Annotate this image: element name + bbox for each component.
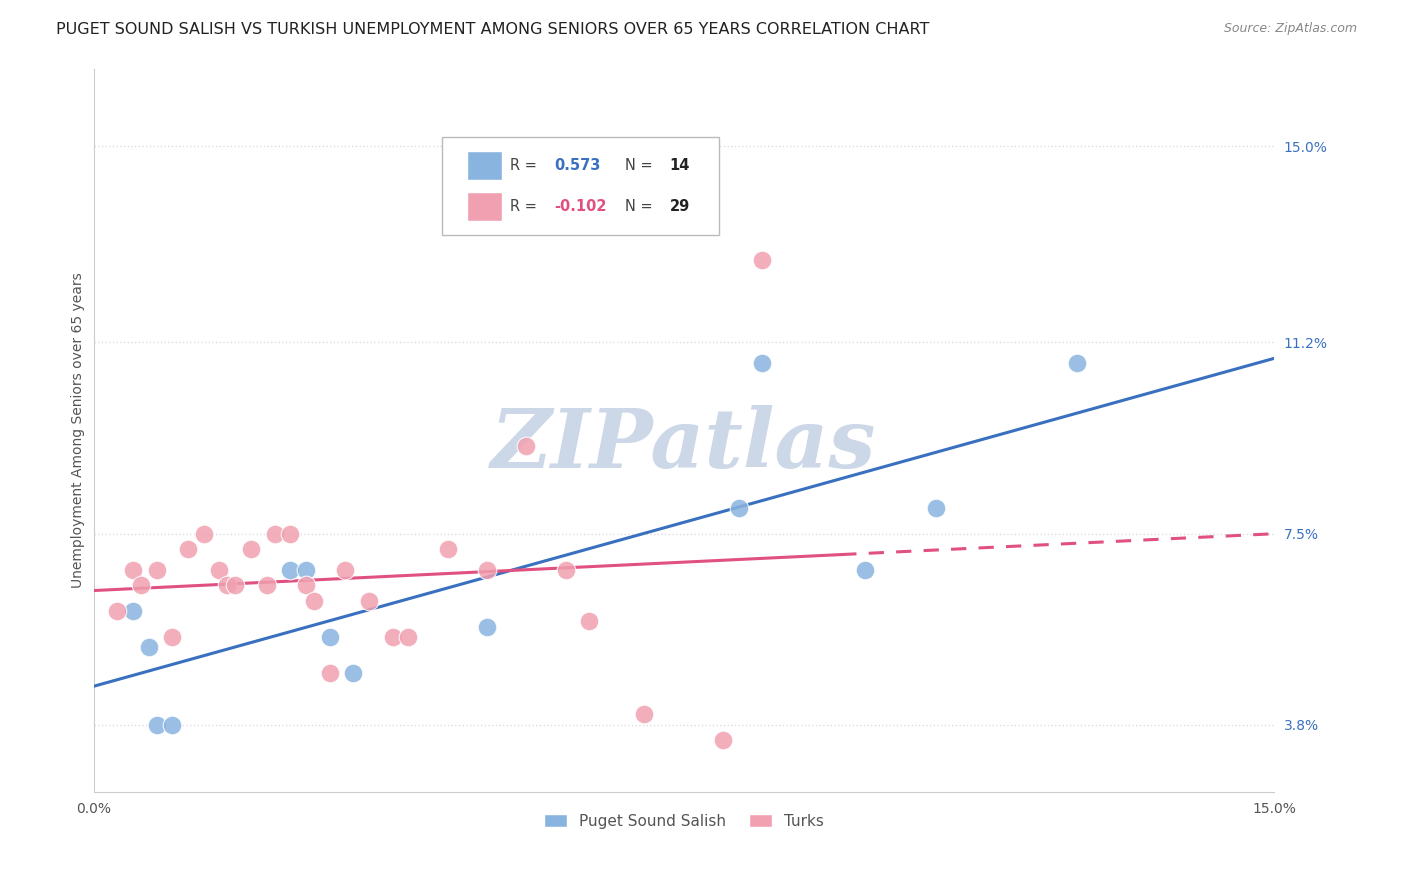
Point (711, 733, 734, 747)
Point (208, 563, 231, 577)
Point (193, 526, 215, 541)
Point (122, 563, 145, 577)
FancyBboxPatch shape (441, 137, 720, 235)
Point (335, 563, 357, 577)
Point (633, 707, 655, 722)
Point (475, 619, 498, 633)
Point (239, 542, 262, 557)
Point (396, 630, 419, 644)
Text: R =: R = (510, 158, 541, 173)
Point (342, 666, 364, 681)
Point (256, 578, 278, 592)
Point (162, 630, 184, 644)
Point (728, 500, 751, 515)
Point (278, 526, 301, 541)
Point (295, 563, 318, 577)
Point (318, 666, 340, 681)
FancyBboxPatch shape (467, 193, 502, 221)
Point (162, 718, 184, 732)
Point (436, 542, 458, 557)
Point (853, 563, 876, 577)
Point (554, 563, 576, 577)
Point (122, 604, 145, 618)
Point (217, 578, 239, 592)
Point (302, 594, 325, 608)
Text: N =: N = (624, 200, 657, 214)
Text: Source: ZipAtlas.com: Source: ZipAtlas.com (1223, 22, 1357, 36)
FancyBboxPatch shape (467, 151, 502, 180)
Point (177, 542, 200, 557)
Point (475, 563, 498, 577)
Point (381, 630, 404, 644)
Point (578, 615, 600, 629)
Legend: Puget Sound Salish, Turks: Puget Sound Salish, Turks (537, 807, 830, 835)
Text: N =: N = (624, 158, 657, 173)
Point (278, 563, 301, 577)
Text: R =: R = (510, 200, 541, 214)
Text: PUGET SOUND SALISH VS TURKISH UNEMPLOYMENT AMONG SENIORS OVER 65 YEARS CORRELATI: PUGET SOUND SALISH VS TURKISH UNEMPLOYME… (56, 22, 929, 37)
Text: 29: 29 (669, 200, 690, 214)
Point (357, 594, 380, 608)
Point (924, 500, 946, 515)
Point (105, 604, 128, 618)
Point (263, 526, 285, 541)
Point (751, 356, 773, 370)
Point (1066, 356, 1088, 370)
Point (224, 578, 246, 592)
Y-axis label: Unemployment Among Seniors over 65 years: Unemployment Among Seniors over 65 years (72, 272, 86, 588)
Point (515, 439, 537, 453)
Point (318, 630, 340, 644)
Text: ZIPatlas: ZIPatlas (491, 405, 876, 484)
Point (751, 252, 773, 267)
Text: 14: 14 (669, 158, 690, 173)
Point (129, 578, 152, 592)
Text: -0.102: -0.102 (554, 200, 606, 214)
Point (145, 563, 167, 577)
Point (145, 718, 167, 732)
Point (138, 640, 160, 655)
Text: 0.573: 0.573 (554, 158, 600, 173)
Point (295, 578, 318, 592)
